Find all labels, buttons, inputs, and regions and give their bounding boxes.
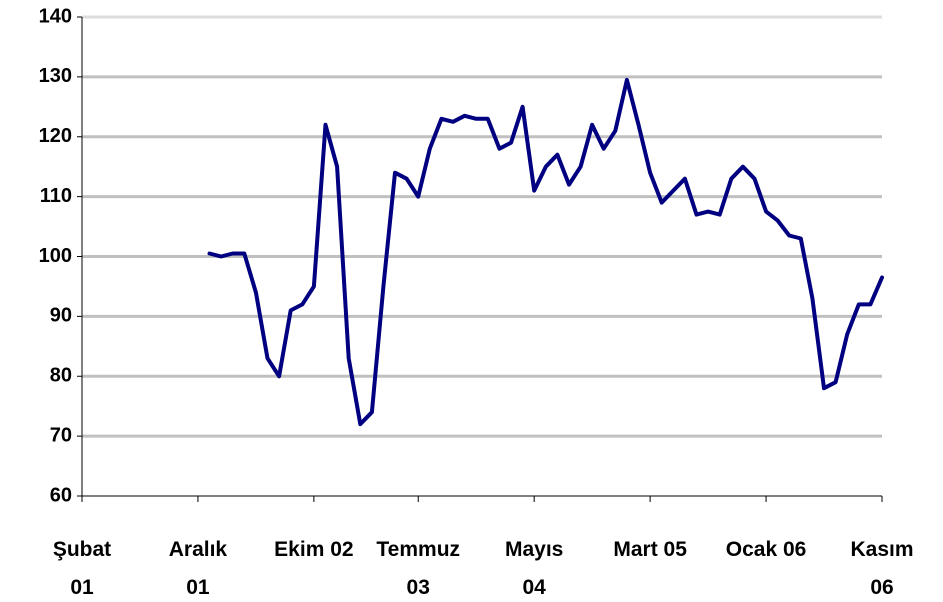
x-tick-label: Ocak 06	[725, 538, 807, 561]
y-tick-label: 90	[50, 305, 72, 327]
x-tick-label: Aralık 01	[168, 538, 228, 599]
x-tick-label: Mayıs 04	[504, 538, 564, 599]
y-tick-label: 130	[39, 65, 72, 87]
y-tick-label: 120	[39, 125, 72, 147]
y-tick-label: 60	[50, 484, 72, 506]
x-tick-label: Temmuz 03	[376, 538, 461, 599]
x-tick-label: Mart 05	[613, 538, 687, 561]
y-tick-label: 140	[39, 5, 72, 27]
y-tick-label: 70	[50, 424, 72, 446]
x-tick-label: Ekim 02	[274, 538, 354, 561]
y-tick-label: 80	[50, 365, 72, 387]
data-line	[207, 77, 884, 427]
y-tick-label: 100	[39, 245, 72, 267]
x-tick-label: Kasım 06	[850, 538, 914, 599]
x-tick-label: Şubat 01	[52, 538, 112, 599]
y-tick-label: 110	[40, 185, 72, 207]
